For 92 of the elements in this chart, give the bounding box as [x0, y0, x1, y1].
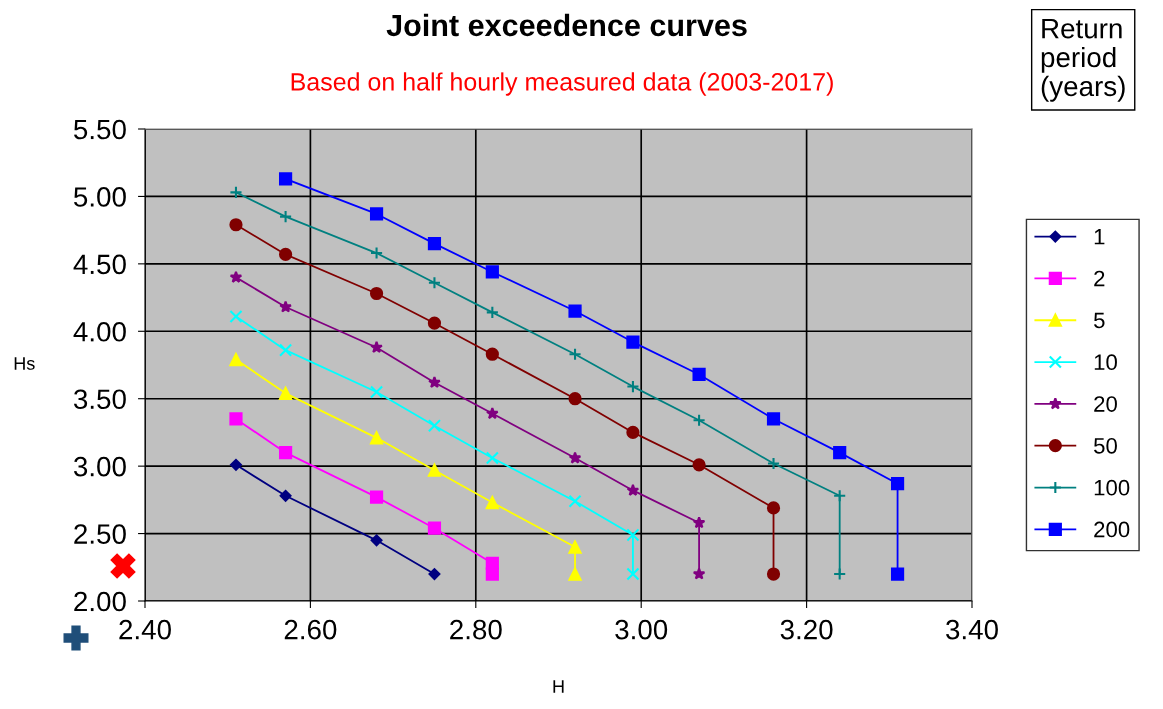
point [485, 567, 499, 581]
point [229, 218, 243, 232]
point [568, 347, 582, 361]
legend-label: 100 [1094, 479, 1130, 496]
x-axis-title: H [553, 680, 564, 693]
point [427, 237, 442, 251]
y-tick-label: 5.50 [74, 119, 126, 140]
legend-label: 2 [1094, 270, 1105, 287]
legend-title: Return period (years) [1041, 19, 1125, 102]
point [428, 375, 441, 389]
chart-title: Joint exceedence curves [386, 13, 747, 37]
point [833, 489, 847, 503]
point [278, 386, 293, 400]
legend-label: 200 [1094, 521, 1130, 538]
point [766, 412, 781, 426]
point [369, 385, 384, 399]
point [427, 316, 442, 330]
point [766, 567, 781, 581]
y-axis-title: Hs [14, 357, 35, 370]
point [890, 567, 905, 581]
point [427, 463, 442, 477]
point [626, 425, 640, 440]
legend-label: 1 [1094, 229, 1105, 245]
point [692, 367, 706, 382]
point [833, 446, 847, 460]
y-tick-label: 2.50 [74, 524, 126, 544]
y-tick-label: 5.00 [74, 187, 126, 207]
legend-label: 20 [1094, 396, 1117, 412]
point [568, 304, 582, 318]
chart-subtitle: Based on half hourly measured data (2003-2017) [291, 72, 833, 96]
legend-label: 10 [1094, 354, 1117, 371]
y-tick-label: 3.50 [73, 389, 126, 410]
y-tick-label: 2.00 [74, 591, 126, 612]
x-tick-label: 2.40 [119, 619, 171, 640]
point [833, 567, 847, 581]
point [626, 379, 640, 394]
point [692, 458, 706, 472]
point [278, 247, 293, 262]
x-tick-label: 2.80 [450, 619, 502, 640]
point [626, 483, 640, 496]
point [568, 392, 582, 406]
point [568, 451, 582, 464]
point [278, 210, 293, 224]
point [369, 286, 384, 301]
point [626, 335, 640, 349]
point [428, 568, 441, 580]
point [485, 265, 499, 279]
point [279, 300, 292, 313]
point [692, 413, 706, 427]
point [229, 353, 243, 367]
point [278, 172, 293, 186]
point [369, 431, 384, 445]
point [370, 534, 383, 547]
point [485, 451, 499, 465]
point [229, 270, 243, 283]
point [766, 456, 781, 471]
point [568, 540, 582, 554]
legend-label: 50 [1094, 437, 1117, 454]
point [485, 347, 499, 361]
point [568, 567, 582, 581]
point [890, 477, 905, 491]
point [278, 343, 293, 357]
y-tick-label: 4.50 [73, 254, 126, 275]
point [278, 446, 293, 460]
point [626, 567, 640, 581]
point [230, 458, 242, 471]
point [427, 521, 442, 535]
point [369, 207, 384, 221]
x-tick-label: 3.40 [946, 619, 998, 640]
point [229, 309, 243, 324]
y-tick-label: 4.00 [73, 321, 126, 342]
point [279, 489, 292, 502]
point [692, 516, 706, 529]
point [766, 501, 781, 515]
point [229, 412, 243, 426]
point [229, 185, 243, 199]
x-tick-label: 3.00 [615, 619, 668, 640]
x-tick-label: 3.20 [780, 619, 833, 640]
y-tick-label: 3.00 [73, 456, 126, 477]
point [568, 494, 582, 508]
point [626, 528, 640, 542]
point [370, 340, 383, 353]
point [485, 305, 499, 319]
point [369, 490, 384, 504]
point [485, 495, 499, 510]
point [427, 419, 442, 433]
point [486, 406, 499, 420]
point [692, 567, 706, 580]
point [427, 276, 442, 290]
point [369, 246, 384, 260]
x-tick-label: 2.60 [284, 619, 337, 640]
legend-label: 5 [1094, 312, 1105, 329]
